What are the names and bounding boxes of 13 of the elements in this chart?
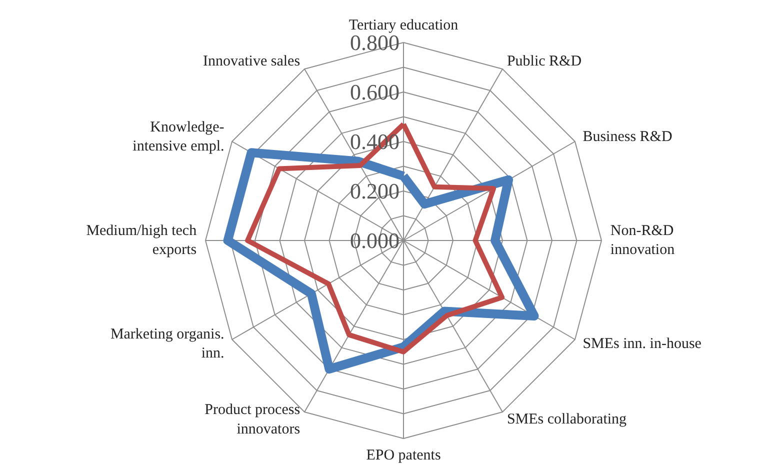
- spoke-label: Knowledge- intensive empl.: [132, 119, 224, 155]
- spoke-label: EPO patents: [366, 447, 441, 464]
- spoke-label: SMEs collaborating: [506, 412, 628, 428]
- spoke-label: Innovative sales: [202, 53, 300, 70]
- spoke-label: Non-R&D innovation: [610, 222, 676, 258]
- spoke-label: Marketing organis. inn.: [110, 326, 224, 362]
- spoke-label: SMEs inn. in-house: [582, 336, 702, 352]
- y-tick-label: 0.600: [350, 80, 400, 104]
- spoke-label: Business R&D: [582, 129, 672, 146]
- spoke-label: Medium/high tech exports: [86, 222, 198, 258]
- spoke-label: Product process innovators: [204, 402, 300, 438]
- spoke-label: Public R&D: [506, 53, 582, 70]
- spoke-label: Tertiary education: [348, 18, 459, 34]
